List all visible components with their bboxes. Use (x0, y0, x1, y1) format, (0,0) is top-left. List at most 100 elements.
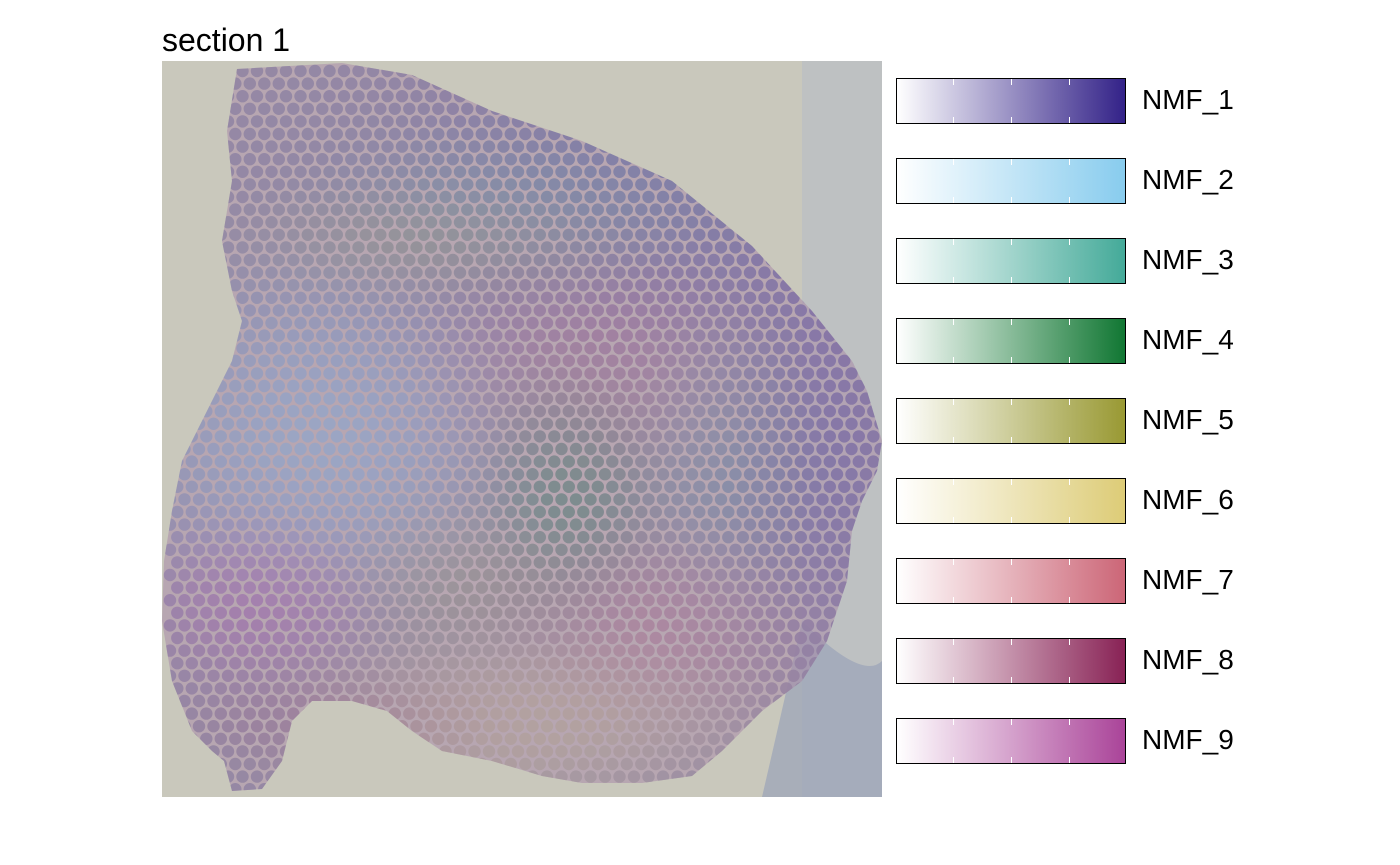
spot (258, 657, 271, 670)
spot (584, 291, 597, 304)
spot (584, 568, 597, 582)
spot (352, 140, 365, 153)
spot (482, 140, 496, 153)
spot (736, 430, 749, 443)
spot (439, 568, 452, 582)
spot (620, 379, 633, 393)
spot (214, 405, 227, 418)
spot (490, 581, 503, 594)
spot (337, 241, 351, 254)
spot (598, 745, 612, 758)
spot (381, 392, 394, 405)
spot (250, 140, 264, 153)
spot (221, 241, 235, 254)
spot (221, 543, 235, 556)
spot (432, 505, 445, 519)
spot (475, 329, 488, 342)
spot (410, 644, 423, 657)
spot (714, 694, 728, 708)
spot (272, 228, 285, 241)
spot (664, 757, 677, 771)
spot (577, 228, 590, 241)
spot (308, 342, 322, 355)
legend-item: NMF_1 (896, 78, 1316, 126)
legend-tick (953, 79, 954, 85)
spot (627, 417, 641, 430)
spot (635, 480, 648, 493)
spot (374, 178, 387, 191)
spot (366, 367, 380, 380)
spot (569, 468, 583, 481)
spot (381, 291, 394, 304)
spot (751, 682, 764, 695)
spot (758, 568, 771, 582)
spot (700, 417, 713, 430)
legend-label: NMF_3 (1142, 244, 1234, 275)
spot (569, 493, 583, 506)
legend-tick (953, 159, 954, 165)
spot (700, 694, 713, 708)
spot (751, 379, 764, 393)
spot (200, 455, 213, 468)
spot (555, 140, 568, 153)
spot (475, 178, 488, 191)
spot (794, 329, 807, 342)
spot (598, 165, 612, 178)
spot (685, 720, 699, 733)
spot (635, 657, 648, 670)
spot (214, 581, 227, 594)
spot (729, 241, 742, 254)
spot (388, 77, 401, 90)
spot (316, 304, 329, 317)
spot (258, 178, 271, 191)
spot (751, 455, 764, 468)
spot (475, 480, 488, 493)
spot (649, 480, 662, 493)
spot (627, 568, 641, 582)
spot (519, 556, 532, 569)
spot (395, 266, 409, 279)
spot (316, 77, 329, 90)
legend-tick (1011, 719, 1012, 725)
spot (598, 190, 612, 204)
spot (410, 594, 423, 607)
spot (272, 77, 285, 90)
legend-item: NMF_3 (896, 238, 1316, 286)
legend-colorbar (896, 318, 1126, 364)
histology-fold (762, 621, 882, 797)
spot (823, 531, 836, 544)
spot (359, 505, 372, 519)
spot (526, 543, 539, 556)
spot (801, 342, 815, 355)
spot (678, 405, 691, 418)
spot (424, 543, 438, 556)
spot (685, 367, 699, 380)
spot (540, 518, 554, 531)
spot (395, 568, 409, 582)
spot (366, 266, 380, 279)
legend-tick (953, 677, 954, 683)
spot (497, 266, 510, 279)
spot (316, 405, 329, 418)
spot (794, 480, 807, 493)
spot (410, 417, 423, 430)
spot (258, 77, 271, 90)
spot (468, 518, 481, 531)
spot (511, 568, 525, 582)
spot (468, 342, 481, 355)
spot (569, 594, 583, 607)
spot (830, 417, 844, 430)
spot (830, 468, 844, 481)
spot (613, 392, 626, 405)
spot (475, 304, 488, 317)
spot (446, 505, 459, 519)
spot (707, 707, 720, 720)
spot (562, 757, 575, 771)
spot (468, 367, 481, 380)
spot (548, 228, 561, 241)
spot (511, 543, 525, 556)
spot (627, 694, 641, 708)
spot (627, 392, 641, 405)
spot (722, 430, 735, 443)
spot (577, 203, 590, 216)
